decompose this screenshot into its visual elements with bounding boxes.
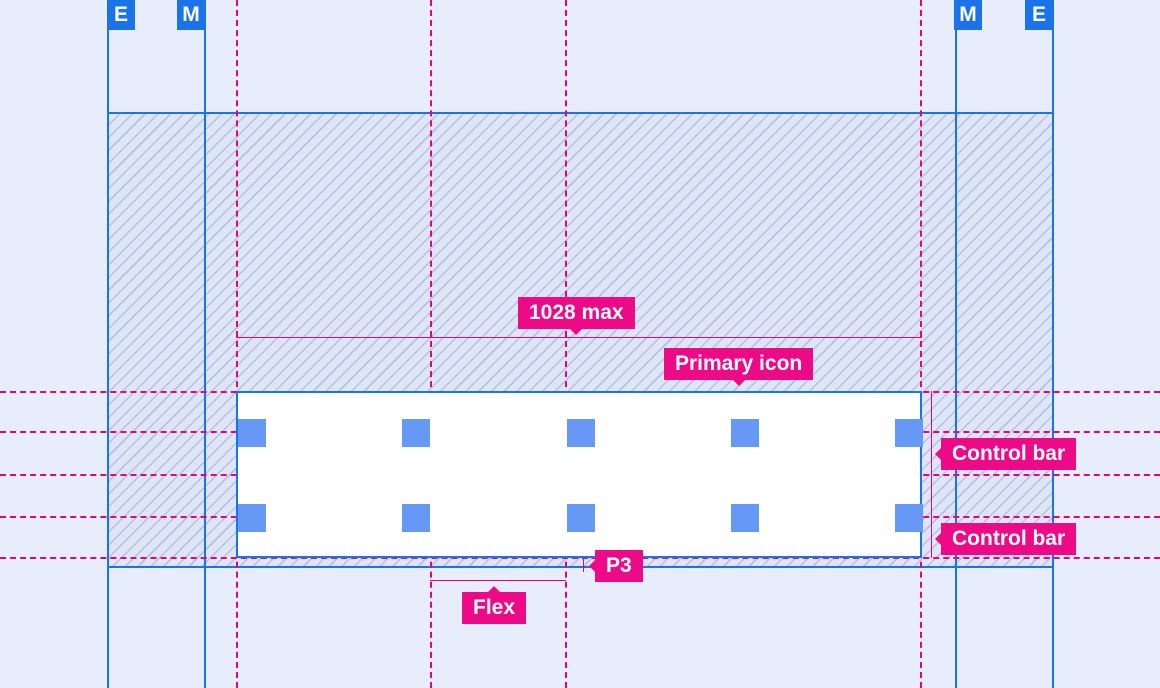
guide-line-margin-left	[204, 0, 206, 688]
guide-line-edge-left	[107, 0, 109, 688]
max-width-measure-line	[236, 337, 922, 338]
control-bar-measure-bottom	[931, 474, 932, 558]
primary-icon-r2c3[interactable]	[567, 504, 595, 532]
primary-icon-r1c3[interactable]	[567, 419, 595, 447]
column-guide-2	[430, 0, 432, 688]
primary-icon-r2c1[interactable]	[238, 504, 266, 532]
primary-icon-r1c5[interactable]	[895, 419, 923, 447]
badge-edge-guide-right: E	[1025, 0, 1053, 30]
control-bar-measure-top	[931, 391, 932, 475]
callout-control-bar-bottom: Control bar	[935, 523, 1077, 555]
column-guide-1	[236, 0, 238, 688]
callout-padding-p3-text: P3	[606, 554, 632, 577]
callout-tail-up-icon	[488, 586, 501, 592]
flex-bracket-line	[430, 580, 566, 581]
badge-margin-guide-left: M	[177, 0, 205, 30]
callout-primary-icon: Primary icon	[664, 348, 814, 386]
primary-icon-r2c2[interactable]	[402, 504, 430, 532]
baseline-guide-5	[0, 557, 1160, 559]
column-guide-3	[565, 0, 567, 688]
guide-line-edge-right	[1052, 0, 1054, 688]
callout-tail-down-icon	[570, 329, 583, 335]
callout-tail-down-icon	[732, 380, 745, 386]
callout-flex-text: Flex	[473, 596, 516, 619]
badge-edge-guide-left: E	[107, 0, 135, 30]
column-guide-4	[920, 0, 922, 688]
primary-icon-r1c1[interactable]	[238, 419, 266, 447]
padding-p3-tick	[583, 558, 584, 572]
badge-margin-guide-right: M	[954, 0, 982, 30]
callout-primary-icon-text: Primary icon	[675, 352, 803, 375]
hatch-band-top-edge	[107, 112, 1054, 114]
callout-tail-left-icon	[935, 533, 941, 545]
control-bar-card[interactable]	[236, 391, 923, 558]
callout-max-width: 1028 max	[518, 297, 635, 335]
callout-padding-p3: P3	[589, 550, 643, 582]
callout-control-bar-top: Control bar	[935, 438, 1077, 470]
callout-max-width-text: 1028 max	[529, 301, 624, 324]
callout-tail-left-icon	[935, 448, 941, 460]
primary-icon-r2c4[interactable]	[731, 504, 759, 532]
callout-control-bar-top-text: Control bar	[952, 442, 1066, 465]
primary-icon-r1c2[interactable]	[402, 419, 430, 447]
callout-tail-left-icon	[589, 560, 595, 572]
callout-control-bar-bottom-text: Control bar	[952, 527, 1066, 550]
primary-icon-r2c5[interactable]	[895, 504, 923, 532]
callout-flex: Flex	[462, 586, 527, 624]
primary-icon-r1c4[interactable]	[731, 419, 759, 447]
hatch-band-bottom-edge	[107, 566, 1054, 568]
guide-line-margin-right	[955, 0, 957, 688]
